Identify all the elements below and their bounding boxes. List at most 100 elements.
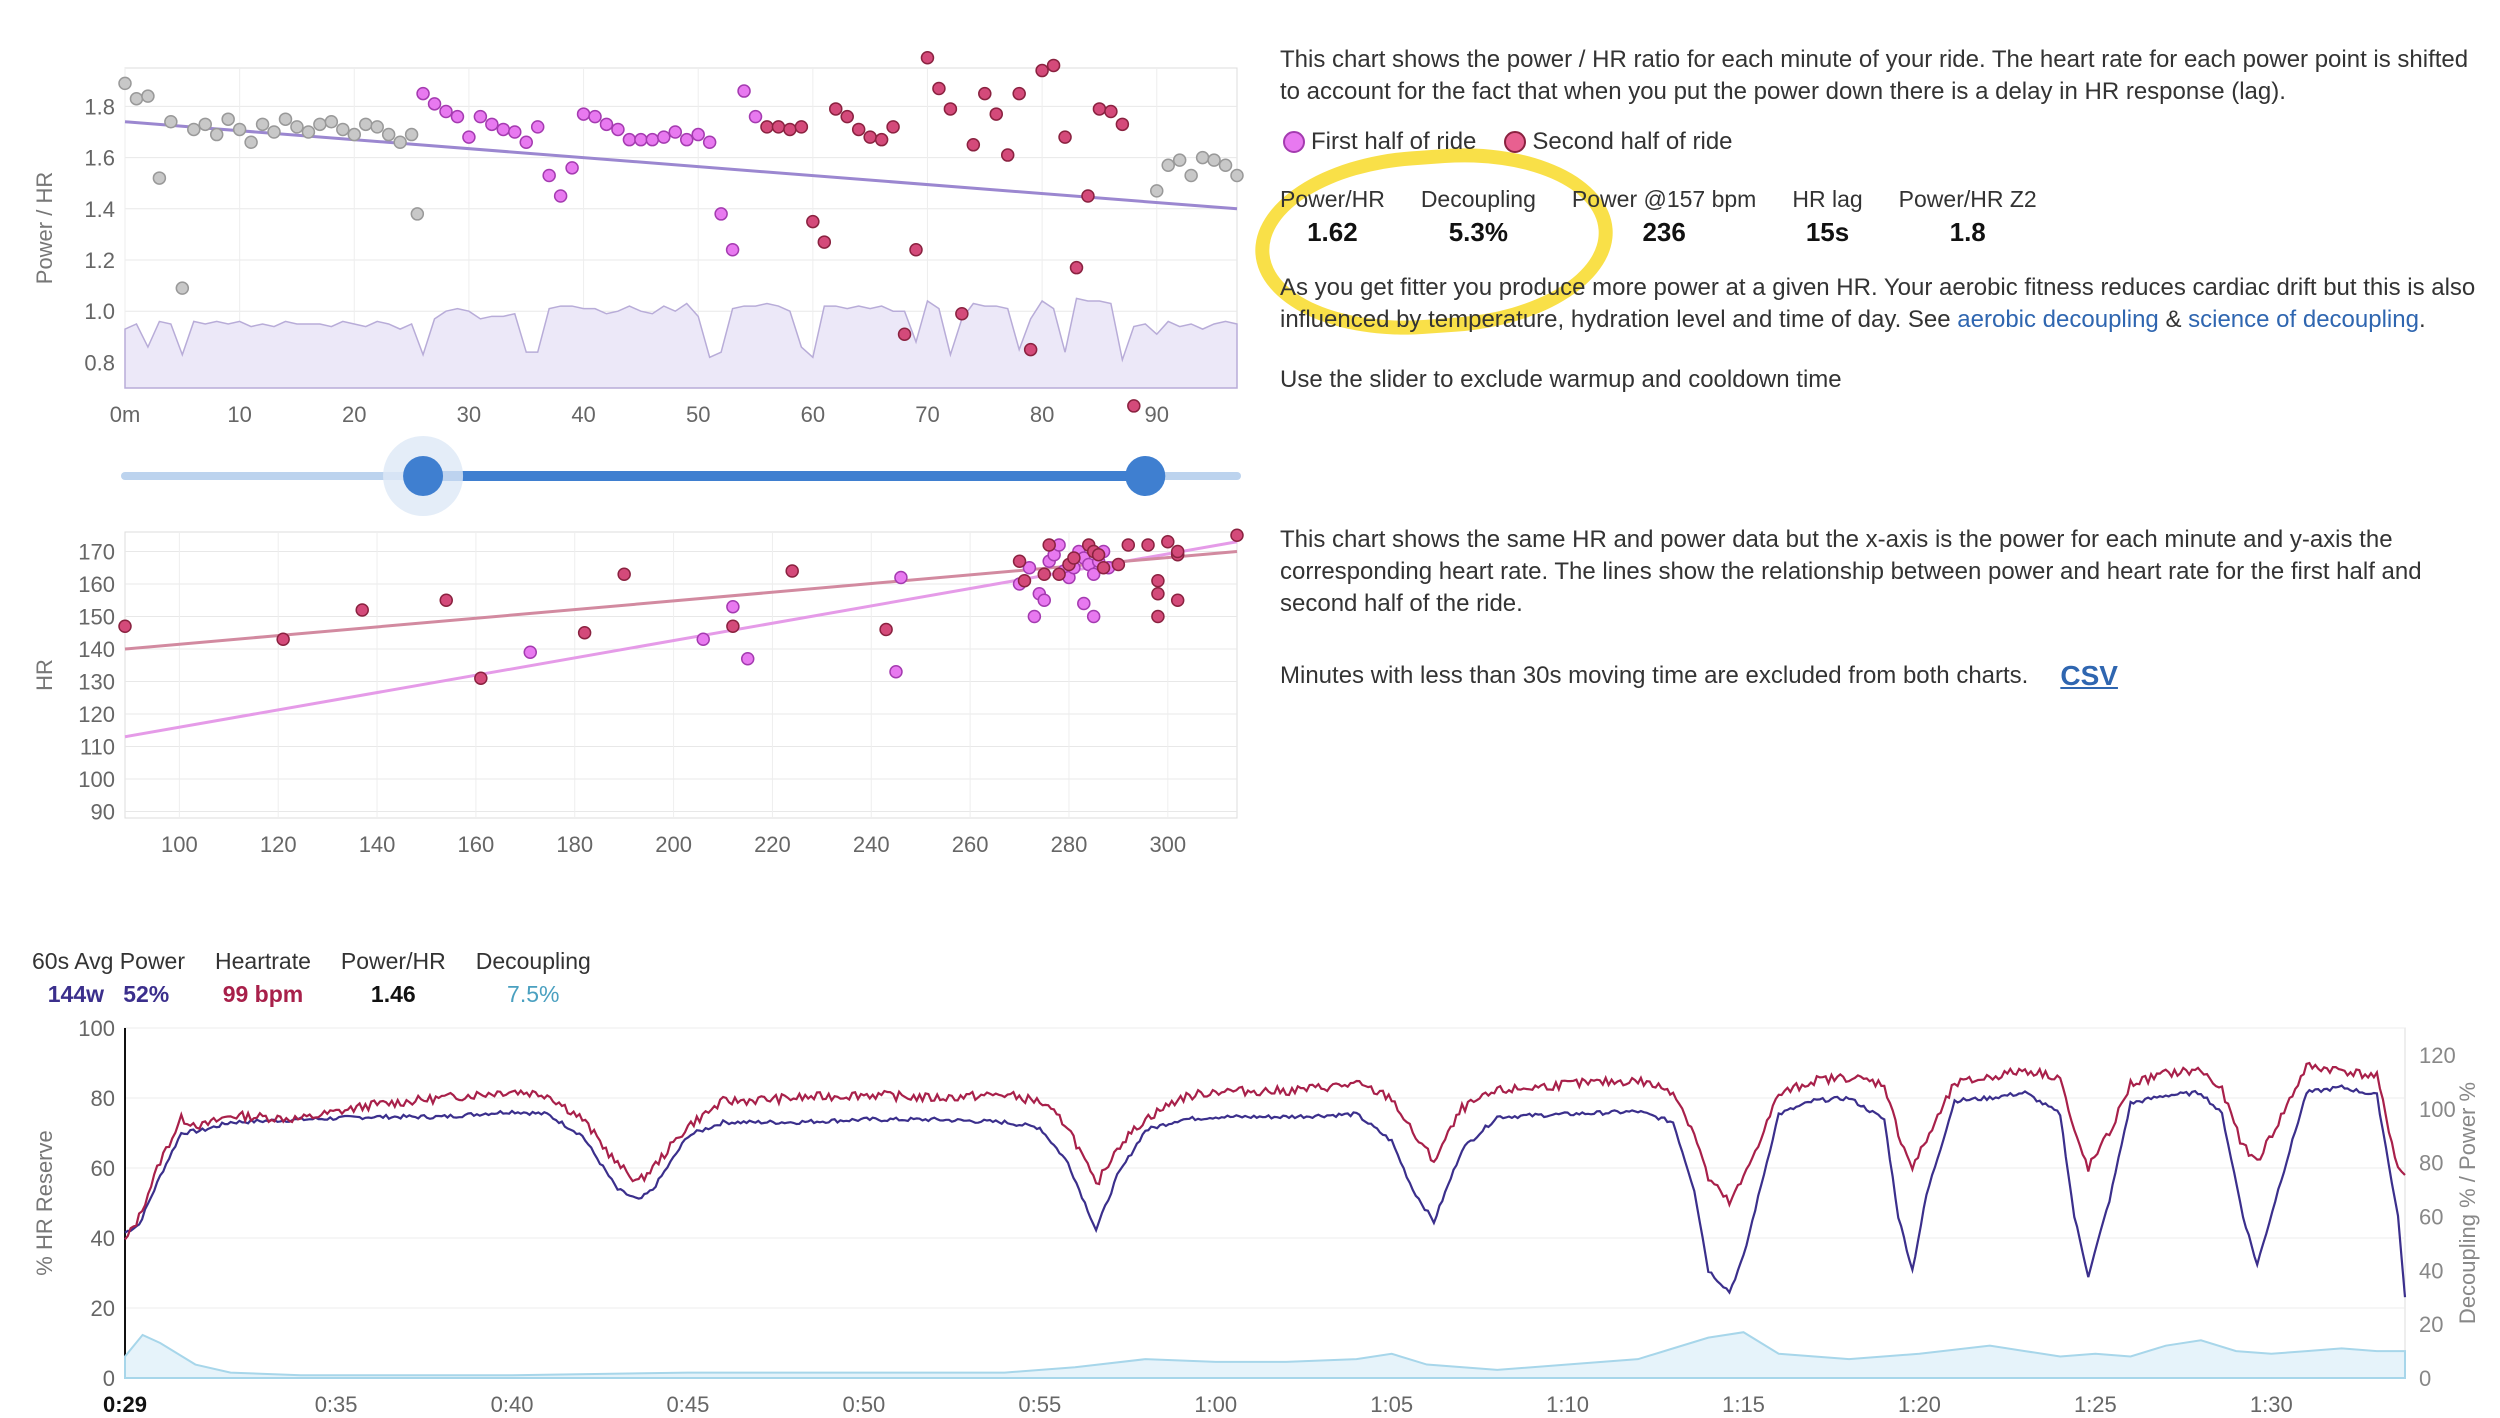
- first-point: [1037, 593, 1052, 607]
- second-point: [840, 109, 854, 124]
- aerobic-decoupling-link[interactable]: aerobic decoupling: [1957, 306, 2159, 333]
- excluded-point: [1207, 153, 1221, 167]
- legend-first-half[interactable]: First half of ride: [1283, 128, 1476, 156]
- scatter-description: This chart shows the same HR and power d…: [1280, 524, 2480, 620]
- first-point: [645, 132, 660, 147]
- x-tick-label: 0:45: [667, 1392, 710, 1417]
- first-point: [1086, 567, 1101, 581]
- exclusion-note: Minutes with less than 30s moving time a…: [1280, 660, 2480, 692]
- second-point: [806, 214, 820, 229]
- scatter-description-text: This chart shows the same HR and power d…: [1280, 526, 2422, 617]
- second-point: [1012, 554, 1027, 568]
- second-point: [909, 243, 923, 257]
- x-tick-label: 1:10: [1546, 1392, 1589, 1417]
- stat-power-at-bpm: Power @157 bpm 236: [1572, 186, 1756, 248]
- first-point: [462, 130, 476, 144]
- second-point: [1104, 104, 1118, 119]
- stat-power-hr-z2: Power/HR Z2 1.8: [1899, 186, 2037, 248]
- x-tick-label: 90: [1145, 402, 1169, 427]
- second-point: [879, 622, 893, 637]
- second-point: [1161, 535, 1175, 549]
- x-tick-label: 1:05: [1370, 1392, 1413, 1417]
- second-point: [989, 107, 1004, 121]
- second-point: [851, 122, 866, 137]
- csv-download-link[interactable]: CSV: [2060, 660, 2118, 691]
- excluded-point: [381, 127, 396, 142]
- excluded-point: [1218, 158, 1233, 173]
- readout-power: 60s Avg Power 144w 52%: [32, 948, 185, 1008]
- y-right-tick-label: 80: [2419, 1151, 2443, 1176]
- stat-value: 5.3%: [1448, 217, 1508, 247]
- second-point: [1035, 63, 1049, 78]
- second-point: [355, 603, 369, 617]
- readout-decoupling: Decoupling 7.5%: [476, 948, 591, 1008]
- excluded-point: [232, 122, 247, 137]
- second-point: [943, 102, 958, 116]
- second-point: [1151, 574, 1165, 588]
- y-tick-label: 130: [78, 670, 115, 695]
- first-point: [668, 125, 683, 139]
- y-tick-label: 0: [103, 1366, 115, 1391]
- excluded-point: [410, 207, 425, 221]
- timeline-readouts: 60s Avg Power 144w 52% Heartrate 99 bpm …: [32, 948, 591, 1008]
- excluded-point: [370, 120, 384, 134]
- second-point: [1042, 538, 1056, 552]
- x-tick-label: 0:40: [491, 1392, 534, 1417]
- first-point: [553, 189, 568, 203]
- period: .: [2418, 306, 2426, 333]
- excluded-point: [244, 135, 258, 149]
- power-hr-area-series: [124, 297, 1238, 389]
- y-tick-label: 60: [91, 1156, 115, 1181]
- first-point: [611, 122, 625, 137]
- y-right-tick-label: 0: [2419, 1366, 2431, 1391]
- excluded-point: [209, 127, 224, 142]
- legend-second-half[interactable]: Second half of ride: [1504, 128, 1733, 156]
- excluded-point: [278, 112, 293, 126]
- x-tick-label: 0:55: [1018, 1392, 1061, 1417]
- y-tick-label: 1.2: [84, 248, 115, 273]
- second-point: [1069, 260, 1084, 275]
- y-tick-label: 1.8: [84, 94, 115, 119]
- first-point: [889, 665, 903, 679]
- y-right-tick-label: 100: [2419, 1097, 2456, 1122]
- first-half-dot-icon: [1283, 131, 1305, 153]
- excluded-point: [255, 117, 270, 132]
- second-point: [1046, 58, 1061, 73]
- first-point: [519, 135, 533, 149]
- y-tick-label: 20: [91, 1296, 115, 1321]
- x-tick-label: 220: [754, 832, 791, 857]
- fitness-text: As you get fitter you produce more power…: [1280, 272, 2480, 336]
- time-slider[interactable]: [121, 436, 1241, 516]
- excluded-point: [347, 127, 362, 142]
- first-point: [714, 207, 728, 221]
- y-tick-label: 110: [80, 735, 115, 760]
- stat-value: 1.62: [1307, 217, 1358, 247]
- plot-area: [124, 1027, 2406, 1379]
- second-point: [1052, 567, 1066, 581]
- second-point: [886, 120, 900, 134]
- stat-label: Decoupling: [1420, 186, 1536, 212]
- science-of-decoupling-link[interactable]: science of decoupling: [2188, 306, 2419, 333]
- second-point: [1115, 117, 1130, 132]
- ride-timeline-plot: 0 20 40 60 80 100 0 20 40 60 80 100 120 0:29 0:35 0:40 0…: [32, 1016, 2480, 1417]
- stat-hr-lag: HR lag 15s: [1792, 186, 1862, 248]
- excluded-point: [336, 122, 350, 137]
- y-tick-label: 1.6: [84, 146, 115, 171]
- second-point: [1037, 567, 1052, 581]
- x-tick-label: 300: [1149, 832, 1186, 857]
- second-point: [1091, 548, 1106, 562]
- excluded-point: [393, 135, 407, 149]
- readout-power-percent: 52%: [123, 981, 170, 1007]
- fitness-text-body: As you get fitter you produce more power…: [1280, 274, 2476, 333]
- x-tick-label: 50: [686, 402, 710, 427]
- second-point: [1092, 102, 1107, 116]
- first-point: [725, 243, 740, 257]
- second-point: [966, 138, 981, 152]
- second-point: [863, 130, 877, 144]
- y-axis-label: HR: [32, 659, 57, 691]
- second-point: [897, 327, 912, 341]
- second-point: [1121, 538, 1136, 552]
- second-point: [783, 122, 797, 137]
- first-point: [508, 125, 522, 139]
- x-tick-label: 280: [1051, 832, 1088, 857]
